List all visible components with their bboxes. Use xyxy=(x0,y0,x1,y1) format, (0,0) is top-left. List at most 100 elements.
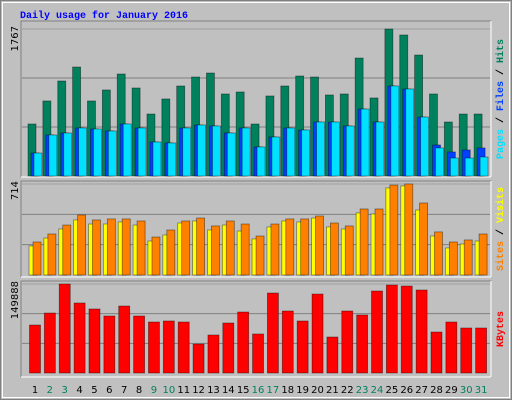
bar xyxy=(330,121,340,177)
bar xyxy=(464,157,474,177)
bar xyxy=(88,308,101,374)
bar xyxy=(196,217,205,276)
x-tick-label: 23 xyxy=(356,385,369,396)
bar xyxy=(449,157,459,177)
bar xyxy=(405,88,415,177)
bar xyxy=(256,146,266,177)
bar xyxy=(300,218,310,276)
bar xyxy=(162,320,175,374)
x-tick-label: 30 xyxy=(460,385,473,396)
x-tick-label: 19 xyxy=(296,385,309,396)
bar xyxy=(448,241,458,276)
legend: Pages / Files / Hits xyxy=(495,39,507,159)
legend-separator: / xyxy=(495,63,507,81)
bar xyxy=(192,343,205,374)
bar xyxy=(385,284,398,374)
bar xyxy=(92,219,101,276)
bar xyxy=(419,202,429,276)
bar xyxy=(93,128,102,177)
bar xyxy=(270,223,280,276)
bar xyxy=(478,233,488,276)
y-tick-label: 1767 xyxy=(10,26,21,51)
bar xyxy=(29,324,41,374)
x-tick-label: 3 xyxy=(62,385,68,396)
bar xyxy=(286,127,296,177)
x-tick-label: 25 xyxy=(386,385,399,396)
bar xyxy=(344,225,354,276)
bar xyxy=(226,132,236,177)
bar xyxy=(78,127,88,177)
x-tick-label: 27 xyxy=(415,385,428,396)
bar xyxy=(301,129,311,177)
x-tick-label: 4 xyxy=(76,385,82,396)
legend-entry: Pages xyxy=(496,129,507,159)
bar xyxy=(118,305,131,374)
x-tick-label: 8 xyxy=(136,385,142,396)
bar xyxy=(296,320,309,374)
x-tick-label: 5 xyxy=(91,385,97,396)
x-tick-label: 7 xyxy=(121,385,127,396)
bar xyxy=(121,218,131,276)
bar xyxy=(106,218,116,276)
bar xyxy=(222,322,235,374)
legend: Sites / Visits xyxy=(495,187,507,271)
bar xyxy=(435,147,444,177)
bar xyxy=(415,289,428,374)
bar xyxy=(148,321,160,374)
x-tick-label: 17 xyxy=(267,385,280,396)
x-tick-label: 26 xyxy=(400,385,413,396)
x-tick-label: 13 xyxy=(207,385,220,396)
bar xyxy=(152,141,162,177)
bar xyxy=(137,127,147,177)
bar xyxy=(62,224,72,276)
bar xyxy=(463,239,473,276)
bar xyxy=(316,121,325,177)
bar xyxy=(211,225,220,276)
legend-entry: Visits xyxy=(495,187,507,223)
bar xyxy=(240,223,250,276)
bar xyxy=(182,127,192,177)
x-tick-label: 20 xyxy=(311,385,324,396)
x-tick-label: 1 xyxy=(32,385,38,396)
bar xyxy=(73,302,86,374)
bar xyxy=(63,132,73,177)
x-tick-label: 31 xyxy=(475,385,488,396)
bar xyxy=(241,127,251,177)
bar xyxy=(122,123,132,177)
bar xyxy=(390,85,400,177)
x-tick-label: 6 xyxy=(106,385,112,396)
bar xyxy=(151,236,161,276)
x-tick-label: 11 xyxy=(177,385,190,396)
x-tick-label: 10 xyxy=(162,385,175,396)
bar xyxy=(197,124,206,177)
x-tick-label: 2 xyxy=(47,385,53,396)
bar xyxy=(77,214,87,276)
legend-separator: / xyxy=(495,111,507,129)
bar xyxy=(371,290,383,374)
x-tick-label: 15 xyxy=(237,385,250,396)
bar xyxy=(285,218,295,276)
bar xyxy=(460,327,473,374)
bar xyxy=(267,292,279,374)
bar xyxy=(136,220,146,276)
legend-entry: KBytes xyxy=(496,311,507,347)
bar xyxy=(341,310,354,374)
x-tick-label: 18 xyxy=(281,385,294,396)
x-tick-label: 28 xyxy=(430,385,443,396)
bar xyxy=(359,208,369,276)
bar xyxy=(311,293,324,374)
x-tick-label: 16 xyxy=(252,385,265,396)
bar xyxy=(356,314,369,374)
bar xyxy=(420,116,430,177)
bar xyxy=(167,142,177,177)
bar xyxy=(252,333,264,374)
bar xyxy=(47,233,57,276)
bar xyxy=(255,235,265,276)
x-tick-label: 29 xyxy=(445,385,458,396)
bar xyxy=(445,321,458,374)
bar xyxy=(107,130,117,177)
legend-entry: Sites xyxy=(495,241,507,271)
x-tick-label: 14 xyxy=(222,385,235,396)
